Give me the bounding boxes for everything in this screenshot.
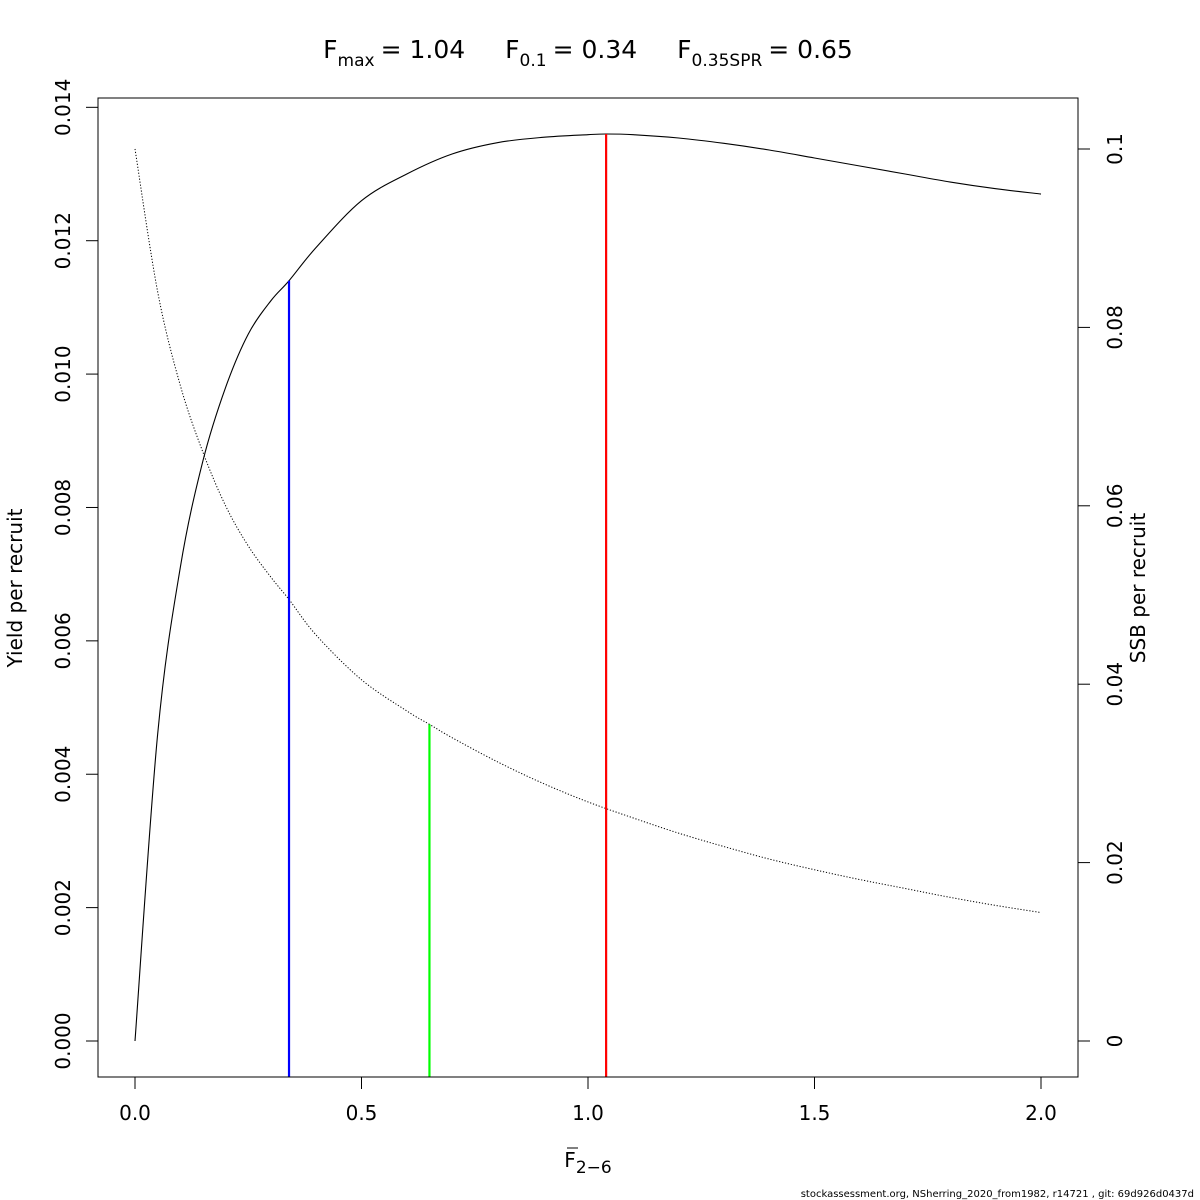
y-axis-right: 0 0.02 0.04 0.06 0.08 0.1 xyxy=(1077,133,1127,1048)
y-tick-label-left: 0.012 xyxy=(51,212,75,269)
yield-per-recruit-curve xyxy=(134,133,1042,1042)
plot-frame xyxy=(97,97,1079,1078)
title-value-1: = 0.34 xyxy=(553,35,638,64)
reference-lines xyxy=(287,134,608,1077)
title-symbol-0: F xyxy=(323,35,337,64)
title-symbol-2: F xyxy=(677,35,691,64)
y-tick-label-right: 0.04 xyxy=(1103,662,1127,707)
y-axis-title-right: SSB per recruit xyxy=(1126,513,1150,664)
title-subscript-2: 0.35SPR xyxy=(692,51,763,71)
x-tick-label: 2.0 xyxy=(1025,1101,1057,1125)
y-tick-label-left: 0.010 xyxy=(51,345,75,402)
y-tick-label-right: 0.02 xyxy=(1103,840,1127,885)
x-axis-title-subscript: 2−6 xyxy=(576,1158,612,1178)
x-axis-title-symbol: F xyxy=(564,1148,576,1172)
x-tick-label: 0.0 xyxy=(119,1101,151,1125)
y-axis-left: 0.000 0.002 0.004 0.006 0.008 0.010 0.012 0.014 xyxy=(51,79,99,1070)
y-tick-label-right: 0.1 xyxy=(1103,133,1127,165)
x-axis: 0.0 0.5 1.0 1.5 2.0 xyxy=(119,1076,1057,1125)
y-tick-label-left: 0.014 xyxy=(51,79,75,136)
title-subscript-0: max xyxy=(338,51,375,71)
title-text: Fmax = 1.04 F0.1 = 0.34 F0.35SPR = 0.65 xyxy=(323,35,853,71)
y-tick-label-right: 0 xyxy=(1103,1035,1127,1048)
footer-text: stockassessment.org, NSherring_2020_from… xyxy=(801,1189,1194,1200)
y-tick-label-right: 0.08 xyxy=(1103,305,1127,350)
x-axis-title-text: F2−6 xyxy=(564,1148,611,1178)
title-value-2: = 0.65 xyxy=(768,35,853,64)
y-axis-title-left: Yield per recruit xyxy=(3,508,27,668)
y-tick-label-left: 0.002 xyxy=(51,879,75,936)
chart-title: Fmax = 1.04 F0.1 = 0.34 F0.35SPR = 0.65 xyxy=(323,35,853,71)
y-tick-label-left: 0.008 xyxy=(51,479,75,536)
y-tick-label-left: 0.004 xyxy=(51,746,75,803)
y-tick-label-left: 0.006 xyxy=(51,612,75,669)
y-tick-label-right: 0.06 xyxy=(1103,484,1127,529)
y-tick-label-left: 0.000 xyxy=(51,1012,75,1069)
ssb-per-recruit-curve xyxy=(134,148,1042,914)
title-subscript-1: 0.1 xyxy=(520,51,547,71)
x-tick-label: 1.0 xyxy=(572,1101,604,1125)
title-symbol-1: F xyxy=(505,35,519,64)
x-axis-title: F2−6 xyxy=(564,1147,612,1178)
series-layer xyxy=(134,133,1042,1042)
x-tick-label: 1.5 xyxy=(799,1101,831,1125)
title-value-0: = 1.04 xyxy=(381,35,466,64)
x-tick-label: 0.5 xyxy=(346,1101,378,1125)
